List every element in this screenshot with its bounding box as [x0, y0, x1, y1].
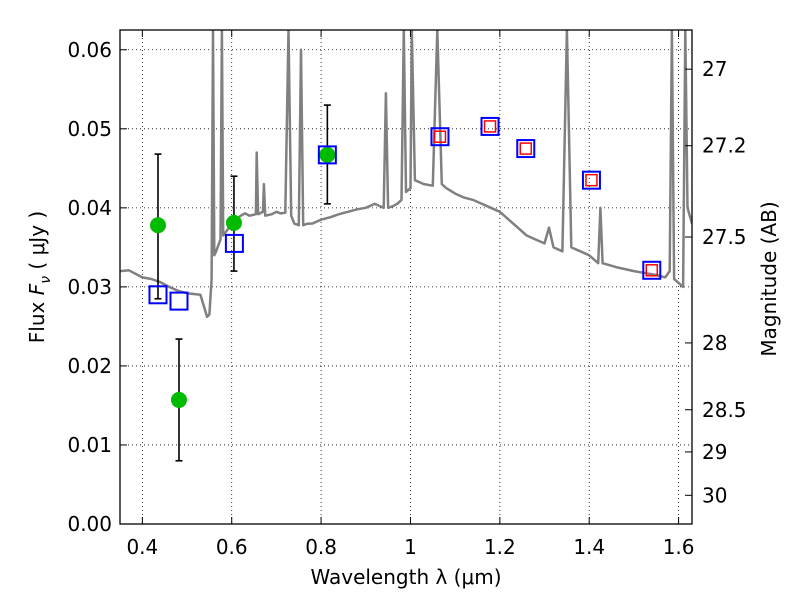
model-flux-square — [317, 145, 337, 165]
y2-tick-label: 27.2 — [702, 134, 747, 158]
model-flux-square — [480, 116, 500, 136]
model-flux-inner-square — [645, 264, 659, 277]
y-tick-label: 0.01 — [67, 433, 112, 457]
y-tick-label: 0.06 — [67, 38, 112, 62]
model-flux-square — [148, 285, 168, 305]
y2-tick-label: 28.5 — [702, 398, 747, 422]
x-tick-label: 0.6 — [216, 535, 248, 559]
axis-ticks: 0.4 0.6 0.8 1 1.2 1.4 1.6 0.00 0.01 0.02 0.03 0.04 0… — [67, 30, 747, 559]
model-flux-square — [581, 170, 601, 190]
y-axis-label: Flux Fν ( μJy ) — [25, 211, 54, 343]
model-flux-square — [516, 139, 536, 159]
y-tick-label: 0.04 — [67, 196, 112, 220]
y-tick-label: 0.03 — [67, 275, 112, 299]
y-axis-label-prefix: Flux — [25, 295, 49, 343]
y-tick-label: 0.02 — [67, 354, 112, 378]
observed-flux-point — [170, 391, 187, 408]
y2-tick-label: 27 — [702, 57, 727, 81]
x-tick-label: 1.6 — [663, 535, 695, 559]
model-flux-inner-square — [585, 173, 598, 187]
observed-flux-point — [149, 217, 166, 234]
plot-frame — [119, 29, 693, 525]
model-flux-square — [430, 127, 450, 147]
x-tick-label: 1.2 — [484, 535, 516, 559]
y-tick-label: 0.05 — [67, 117, 112, 141]
x-tick-label: 0.8 — [305, 535, 337, 559]
x-tick-label: 0.4 — [126, 535, 158, 559]
y-axis-label-units: ( μJy ) — [25, 211, 49, 276]
model-spectrum-line — [120, 30, 692, 319]
y-axis-label-subscript: ν — [38, 276, 54, 284]
y2-tick-label: 29 — [702, 440, 727, 464]
model-flux-square — [169, 291, 189, 311]
model-flux-square — [642, 260, 662, 280]
y2-tick-label: 30 — [702, 483, 727, 507]
observed-flux-point — [225, 214, 242, 231]
y2-tick-label: 28 — [702, 331, 727, 355]
observed-flux-point — [319, 146, 336, 163]
x-tick-label: 1 — [404, 535, 417, 559]
y-axis-label-symbol: F — [25, 283, 49, 295]
model-flux-square — [224, 233, 244, 253]
y-tick-label: 0.00 — [67, 512, 112, 536]
y2-axis-label: Magnitude (AB) — [757, 201, 781, 356]
x-axis-label: Wavelength λ (μm) — [310, 565, 501, 589]
model-flux-inner-square — [433, 130, 447, 143]
y2-tick-label: 27.5 — [702, 225, 747, 249]
model-flux-inner-square — [483, 120, 497, 133]
model-flux-inner-square — [519, 142, 533, 155]
plot-area — [120, 30, 692, 462]
x-tick-label: 1.4 — [573, 535, 605, 559]
